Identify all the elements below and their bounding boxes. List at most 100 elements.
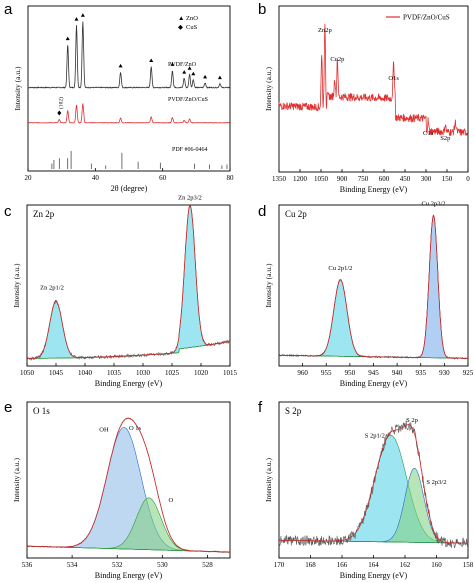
panel-b-xtick-label: 1050: [314, 175, 329, 183]
panel-c-xtick-label: 1030: [136, 369, 151, 377]
panel-b-peak-label: Zn2p: [318, 27, 332, 34]
panel-a-xtick-label: 40: [92, 174, 100, 182]
panel-d-peak-label: Cu 2p1/2: [328, 265, 352, 272]
panel-f-s2p: Intensity (a.u.) 170 168 166 164 162 160 158 Bin…: [264, 401, 474, 580]
panel-b-xtick-label: 1350: [272, 175, 287, 183]
panel-a-zno-marker: [65, 36, 70, 41]
panel-b-xtick-label: 300: [421, 175, 432, 183]
panel-a-cus-marker: [57, 110, 62, 116]
panel-e-xtick-label: 534: [67, 561, 78, 569]
panel-e-envelope-line: [27, 417, 230, 553]
panel-a-zno-marker: [74, 17, 79, 21]
panel-a-xtick-label: 60: [159, 174, 167, 182]
panel-c-title: Zn 2p: [33, 209, 55, 219]
panel-letter-c: c: [4, 203, 12, 220]
panel-a-zno-marker: [182, 70, 187, 74]
panel-e-ylabel: Intensity (a.u.): [12, 458, 21, 502]
panel-f-envelope-line: [279, 424, 468, 544]
panel-b-peak-label: Cu2p: [330, 56, 344, 63]
panel-b-xlabel: Binding Energy (eV): [340, 185, 408, 194]
panel-letter-f: f: [258, 399, 263, 416]
panel-f-xtick-label: 166: [337, 561, 348, 569]
panel-a-zno-marker: [191, 71, 196, 76]
panel-d-peak-label: Cu 2p3/2: [421, 201, 445, 208]
panel-b-survey: Intensity (a.u.) 1350 1200 1050 900 750 600 450…: [264, 5, 470, 194]
panel-a-xtick-label: 20: [25, 174, 33, 182]
panel-d-ylabel: Intensity (a.u.): [264, 263, 273, 307]
panel-c-xtick-label: 1040: [78, 369, 93, 377]
panel-a-zno-marker: [217, 75, 222, 80]
panel-b-peak-label: O1s: [388, 75, 399, 82]
panel-b-spectrum-line: [278, 23, 469, 137]
panel-d-component-fill: [279, 215, 469, 359]
panel-f-xtick-label: 168: [305, 561, 316, 569]
panel-a-series-line: [27, 103, 230, 124]
panel-c-xtick-label: 1045: [49, 369, 64, 377]
panel-e-xtick-label: 532: [112, 561, 123, 569]
panel-e-xtick-label: 530: [157, 561, 168, 569]
panel-d-xtick-label: 925: [463, 369, 474, 377]
panel-c-frame: [26, 204, 231, 367]
panel-a-xlabel: 2θ (degree): [111, 184, 148, 193]
panel-d-xtick-label: 930: [439, 369, 450, 377]
panel-b-xtick-label: 150: [442, 175, 453, 183]
panel-b-xtick-label: 900: [337, 175, 348, 183]
panel-a-zno-marker: [170, 62, 175, 66]
panel-a-series-line: [28, 21, 230, 89]
panel-a-legend-label: ZnO: [186, 15, 198, 22]
panel-b-xtick-label: 600: [379, 175, 390, 183]
panel-c-xtick-label: 1050: [20, 369, 35, 377]
panel-letter-d: d: [258, 203, 266, 220]
panel-a-102-label: (102): [57, 97, 64, 109]
panel-c-xtick-label: 1015: [223, 369, 238, 377]
panel-d-xtick-label: 945: [368, 369, 379, 377]
panel-a-zno-marker: [118, 63, 123, 68]
panel-b-xtick-label: 0: [466, 175, 470, 183]
panel-c-xtick-label: 1025: [165, 369, 180, 377]
panel-a-legend-symbol: ◆: [178, 24, 184, 31]
panel-a-legend-label: CuS: [186, 24, 198, 31]
panel-f-annotation: S 2p: [406, 417, 418, 424]
panel-b-xtick-label: 450: [400, 175, 411, 183]
panel-f-xtick-label: 160: [431, 561, 442, 569]
panel-c-envelope-line: [27, 204, 231, 359]
panel-a-xtick-label: 80: [227, 174, 235, 182]
panel-b-legend-label: PVDF/ZnO/CuS: [403, 14, 450, 22]
panel-e-xtick-label: 536: [22, 561, 33, 569]
panel-e-peak-label: OH: [99, 426, 109, 433]
panel-b-xtick-label: 1200: [293, 175, 308, 183]
panel-f-xlabel: Binding Energy (eV): [340, 571, 408, 580]
panel-a-series-label: PVDF/ZnO: [168, 62, 197, 68]
panel-e-xtick-label: 528: [202, 561, 213, 569]
panel-c-peak-label: Zn 2p3/2: [178, 194, 202, 201]
panel-a-xrd: Intensity (a.u.) 20 40 60 80 2θ (degree) PVDF/…: [13, 5, 235, 193]
panel-d-xlabel: Binding Energy (eV): [340, 379, 408, 388]
panel-letter-b: b: [258, 1, 266, 18]
panel-letter-a: a: [4, 1, 13, 18]
panel-e-o1s: Intensity (a.u.) 536 534 532 530 528 Binding E…: [12, 401, 231, 580]
panel-a-series-label: PVDF/ZnO/CuS: [168, 97, 208, 103]
panel-d-xtick-label: 935: [416, 369, 427, 377]
panel-c-zn2p: Intensity (a.u.) 1050 1045 1040 1035 1030 1025…: [12, 194, 238, 388]
panel-f-xtick-label: 170: [274, 561, 285, 569]
panel-f-peak-label: S 2p3/2: [426, 479, 446, 486]
panel-a-pdf-label: PDF #06-0464: [172, 147, 208, 153]
panel-f-title: S 2p: [285, 406, 302, 416]
panel-a-zno-marker: [203, 74, 208, 79]
panel-e-title: O 1s: [33, 406, 50, 416]
panel-f-xtick-label: 158: [463, 561, 474, 569]
panel-c-ylabel: Intensity (a.u.): [12, 263, 21, 307]
panel-c-xtick-label: 1020: [194, 369, 209, 377]
panel-e-component-fill: [27, 427, 230, 553]
panel-e-peak-label: O: [168, 497, 173, 504]
panel-a-zno-marker: [149, 58, 154, 62]
panel-a-ylabel: Intensity (a.u.): [13, 66, 22, 110]
panel-b-xtick-label: 750: [358, 175, 369, 183]
panel-e-annotation: O 1s: [129, 425, 142, 432]
panel-d-envelope-line: [279, 214, 469, 359]
panel-b-ylabel: Intensity (a.u.): [264, 67, 273, 111]
panel-e-xlabel: Binding Energy (eV): [95, 571, 163, 580]
panel-b-frame: [278, 5, 469, 173]
panel-d-title: Cu 2p: [285, 209, 307, 219]
